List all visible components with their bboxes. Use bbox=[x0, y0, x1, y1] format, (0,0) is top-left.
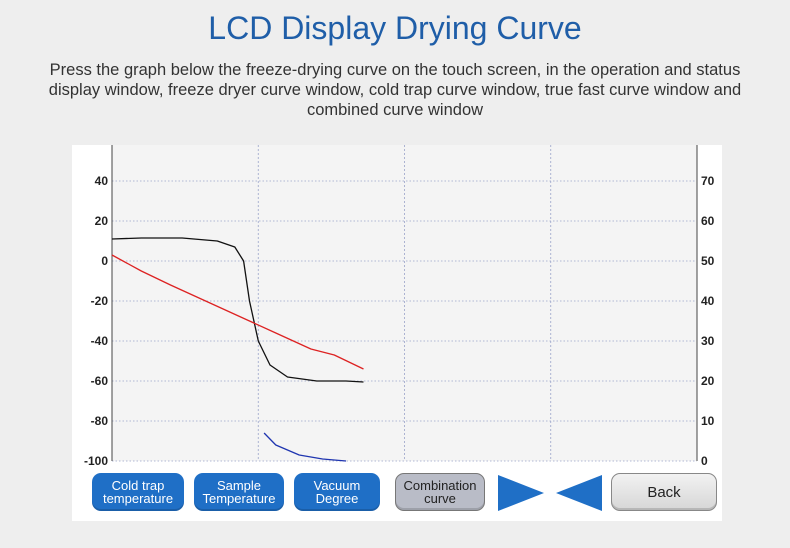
back-button[interactable]: Back bbox=[611, 473, 717, 511]
triangle-right-icon[interactable] bbox=[496, 473, 546, 513]
page-title: LCD Display Drying Curve bbox=[208, 10, 582, 46]
y-left-tick-label: -20 bbox=[91, 294, 109, 308]
y-right-tick-label: 0 bbox=[701, 454, 708, 468]
y-left-tick-label: -80 bbox=[91, 414, 109, 428]
y-left-tick-label: 0 bbox=[101, 254, 108, 268]
vacuum-degree-button[interactable]: Vacuum Degree bbox=[294, 473, 380, 511]
y-right-tick-label: 20 bbox=[701, 374, 715, 388]
sample-temperature-button[interactable]: Sample Temperature bbox=[194, 473, 284, 511]
y-left-tick-label: 40 bbox=[95, 174, 109, 188]
page-description: Press the graph below the freeze-drying … bbox=[48, 61, 742, 119]
y-left-tick-label: -40 bbox=[91, 334, 109, 348]
y-right-tick-label: 40 bbox=[701, 294, 715, 308]
y-left-tick-label: -100 bbox=[84, 454, 108, 468]
series-line-red bbox=[111, 254, 364, 370]
series-line-black bbox=[111, 237, 364, 383]
lcd-screen-panel: 40 20 0 -20 -40 -60 -80 -100 70 60 50 40 30 20 10 0 Col… bbox=[72, 145, 722, 521]
y-right-tick-label: 10 bbox=[701, 414, 715, 428]
y-left-tick-label: 20 bbox=[95, 214, 109, 228]
triangle-left-icon[interactable] bbox=[554, 473, 604, 513]
y-right-tick-label: 50 bbox=[701, 254, 715, 268]
combination-curve-button[interactable]: Combination curve bbox=[395, 473, 485, 511]
y-right-tick-label: 30 bbox=[701, 334, 715, 348]
series-line-blue bbox=[263, 432, 347, 462]
y-right-tick-label: 60 bbox=[701, 214, 715, 228]
y-left-tick-label: -60 bbox=[91, 374, 109, 388]
y-right-tick-label: 70 bbox=[701, 174, 715, 188]
cold-trap-temperature-button[interactable]: Cold trap temperature bbox=[92, 473, 184, 511]
drying-curve-chart: 40 20 0 -20 -40 -60 -80 -100 70 60 50 40 30 20 10 0 bbox=[84, 145, 715, 468]
